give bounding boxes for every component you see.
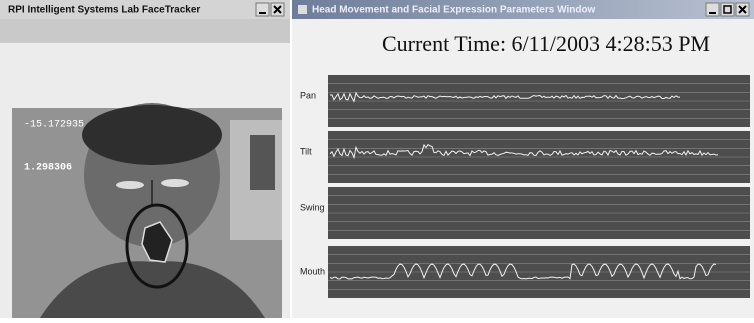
window-icon <box>298 5 307 14</box>
current-time: Current Time: 6/11/2003 4:28:53 PM <box>382 31 710 56</box>
minimize-button[interactable] <box>706 3 719 16</box>
panel-label: Swing <box>300 202 325 212</box>
right-title: Head Movement and Facial Expression Para… <box>312 5 596 16</box>
panel-label: Pan <box>300 90 316 100</box>
camera-image <box>12 103 282 318</box>
minimize-button[interactable] <box>256 3 269 16</box>
maximize-button[interactable] <box>721 3 734 16</box>
panel-label: Mouth <box>300 266 325 276</box>
screenshot: RPI Intelligent Systems Lab FaceTracker … <box>0 0 754 318</box>
toolbar <box>0 19 290 43</box>
left-title: RPI Intelligent Systems Lab FaceTracker <box>8 5 200 16</box>
readout: -15.172935 <box>24 120 84 131</box>
panel-label: Tilt <box>300 146 312 156</box>
readout: 1.298306 <box>24 163 72 174</box>
